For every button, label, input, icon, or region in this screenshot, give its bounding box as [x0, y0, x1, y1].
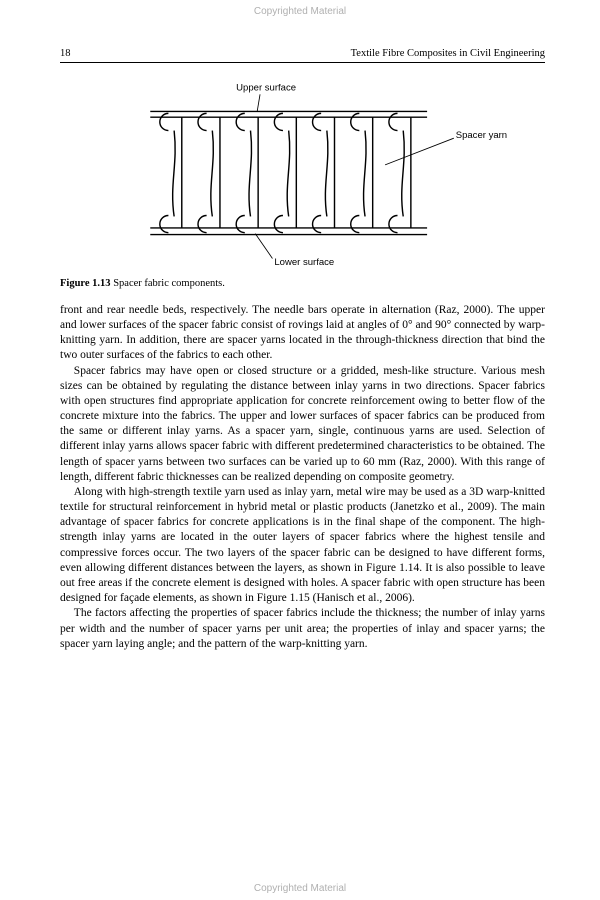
- spacer-units: [159, 113, 410, 232]
- paragraph-3: Along with high-strength textile yarn us…: [60, 485, 545, 606]
- label-spacer-yarn: Spacer yarn: [455, 130, 506, 141]
- paragraph-2: Spacer fabrics may have open or closed s…: [60, 364, 545, 485]
- watermark-top: Copyrighted Material: [0, 6, 600, 17]
- figure-1-13: Upper surface Spacer yarn Lower surface: [93, 79, 513, 270]
- figure-caption-text: Spacer fabric components.: [111, 278, 225, 289]
- watermark-bottom: Copyrighted Material: [0, 883, 600, 894]
- page-number: 18: [60, 48, 71, 59]
- figure-caption-number: Figure 1.13: [60, 278, 111, 289]
- label-upper-surface: Upper surface: [236, 82, 296, 93]
- page-content: 18 Textile Fibre Composites in Civil Eng…: [60, 48, 545, 856]
- leader-upper: [257, 94, 260, 111]
- figure-caption: Figure 1.13 Spacer fabric components.: [60, 278, 545, 289]
- running-head: 18 Textile Fibre Composites in Civil Eng…: [60, 48, 545, 63]
- leader-spacer: [385, 138, 454, 165]
- paragraph-1: front and rear needle beds, respectively…: [60, 303, 545, 364]
- paragraph-4: The factors affecting the properties of …: [60, 606, 545, 652]
- running-title: Textile Fibre Composites in Civil Engine…: [351, 48, 545, 59]
- label-lower-surface: Lower surface: [274, 257, 334, 268]
- leader-lower: [255, 234, 272, 259]
